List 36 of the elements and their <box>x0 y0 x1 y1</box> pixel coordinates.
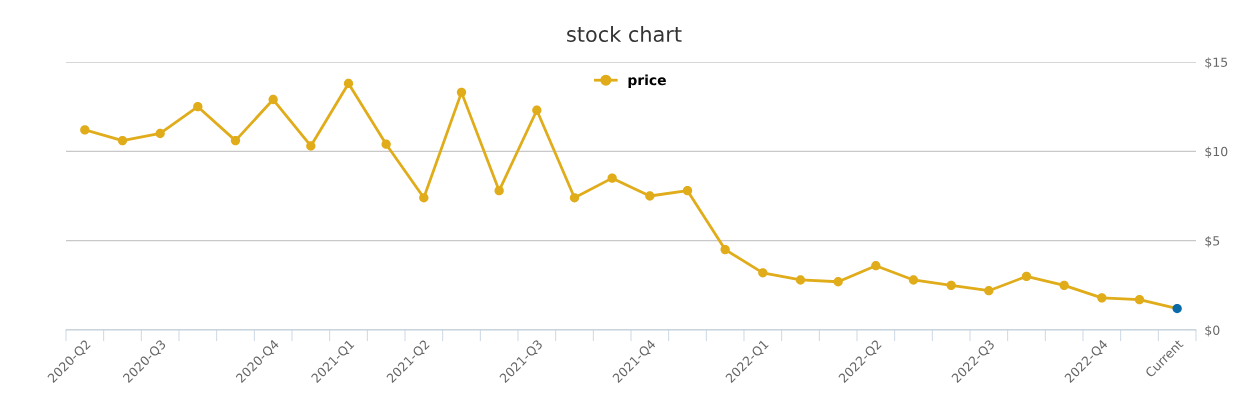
point <box>230 135 241 146</box>
point <box>268 94 278 105</box>
point <box>795 275 806 285</box>
point <box>758 268 768 278</box>
legend-label: price <box>628 74 666 88</box>
y-tick-label: $5 <box>1205 235 1220 248</box>
point <box>419 193 429 203</box>
point <box>193 102 203 112</box>
point <box>682 185 693 196</box>
point <box>984 286 994 296</box>
point <box>306 141 316 151</box>
point <box>1059 280 1069 290</box>
chart-title: stock chart <box>567 25 682 43</box>
y-tick-label: $15 <box>1205 57 1228 69</box>
point <box>908 275 919 285</box>
point <box>80 125 90 135</box>
point <box>645 191 655 201</box>
point <box>607 173 617 183</box>
point <box>569 193 580 203</box>
y-tick-label: $10 <box>1205 146 1228 158</box>
point <box>494 185 504 196</box>
point <box>1134 294 1145 305</box>
point <box>117 135 128 146</box>
point <box>456 87 467 98</box>
point <box>833 277 843 287</box>
point <box>1021 271 1032 282</box>
point <box>946 280 956 290</box>
point <box>343 78 354 89</box>
point <box>1097 293 1107 303</box>
y-tick-label: $0 <box>1205 325 1220 337</box>
point <box>532 105 542 115</box>
point <box>871 261 881 271</box>
point <box>381 139 391 149</box>
point <box>1172 303 1182 314</box>
point <box>720 244 730 255</box>
point <box>155 128 165 139</box>
